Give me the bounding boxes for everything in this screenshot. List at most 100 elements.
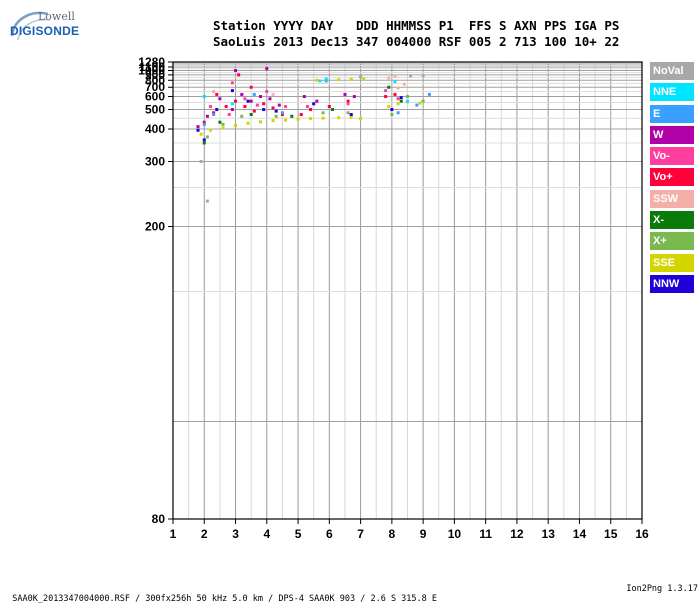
y-tick-label: 900 <box>145 68 165 82</box>
x-tick-label: 13 <box>542 527 556 541</box>
data-point <box>299 113 303 117</box>
series-x- <box>205 95 425 139</box>
data-point <box>234 69 238 73</box>
series-vo- <box>209 81 400 117</box>
data-point <box>202 138 206 142</box>
x-tick-label: 2 <box>201 527 208 541</box>
data-point <box>209 128 213 132</box>
data-point <box>205 135 209 139</box>
y-tick-label: 200 <box>145 220 165 234</box>
data-point <box>212 90 216 94</box>
data-point <box>280 113 284 117</box>
legend-item-noval: NoVal <box>650 62 694 80</box>
data-point <box>346 102 350 106</box>
data-point <box>406 99 409 103</box>
data-point <box>409 74 413 78</box>
y-tick-label: 500 <box>145 103 165 117</box>
data-point <box>415 103 419 107</box>
footer-version: Ion2Png 1.3.17 <box>626 584 698 594</box>
data-point <box>337 78 341 82</box>
data-point <box>221 122 225 126</box>
data-point <box>243 105 247 109</box>
legend-item-w: W <box>650 125 694 144</box>
data-point <box>202 95 206 99</box>
data-point <box>384 89 388 93</box>
y-tick-label: 1000 <box>138 64 165 78</box>
data-point <box>343 92 347 96</box>
data-point <box>402 82 406 86</box>
legend-item-vo-: Vo+ <box>650 168 694 187</box>
data-point <box>421 99 425 103</box>
series-nnw <box>196 89 403 142</box>
data-point <box>255 103 259 107</box>
legend-item-sse: SSE <box>650 253 694 272</box>
data-point <box>399 96 403 100</box>
ionogram-chart: 1 2 3 4 5 6 7 8 9 10 11 12 13 14 15 1680200300400500600… <box>138 55 649 541</box>
series-w <box>196 67 356 129</box>
x-tick-label: 7 <box>357 527 364 541</box>
data-point <box>268 97 272 101</box>
data-point <box>346 99 350 103</box>
x-tick-label: 15 <box>604 527 618 541</box>
data-point <box>390 108 394 112</box>
data-point <box>296 117 300 121</box>
x-tick-label: 4 <box>263 527 270 541</box>
y-tick-label: 80 <box>152 512 166 526</box>
x-tick-label: 16 <box>635 527 649 541</box>
data-point <box>302 95 306 99</box>
y-tick-label: 400 <box>145 122 165 136</box>
data-point <box>324 77 328 81</box>
data-point <box>387 105 391 109</box>
data-point <box>243 97 247 101</box>
data-point <box>274 114 278 118</box>
legend-item-ssw: SSW <box>650 189 694 208</box>
data-point <box>265 90 269 94</box>
data-point <box>384 95 388 99</box>
data-point <box>396 102 400 106</box>
data-point <box>265 67 269 71</box>
data-point <box>280 111 284 115</box>
data-point <box>284 118 288 122</box>
x-tick-label: 1 <box>170 527 177 541</box>
data-point <box>390 113 394 117</box>
data-point <box>252 109 256 113</box>
data-point <box>196 128 200 132</box>
logo-line-2: DIGISONDE <box>10 24 80 38</box>
data-point <box>246 121 250 125</box>
data-point <box>212 113 216 117</box>
series-ssw <box>212 74 406 96</box>
data-point <box>349 113 353 117</box>
data-point <box>349 115 353 119</box>
file-info-footer: SAA0K_2013347004000.RSF / 300fx256h 50 k… <box>2 584 698 614</box>
data-point <box>315 99 319 103</box>
x-tick-label: 11 <box>479 527 492 541</box>
y-tick-label: 1100 <box>139 60 165 74</box>
y-tick-label: 600 <box>145 90 165 104</box>
data-point <box>349 77 353 81</box>
data-point <box>393 74 397 78</box>
data-point <box>227 113 231 117</box>
data-point <box>199 132 203 136</box>
x-tick-label: 12 <box>510 527 524 541</box>
data-point <box>290 114 294 118</box>
data-point <box>259 95 263 99</box>
data-point <box>249 99 253 103</box>
data-point <box>230 81 234 85</box>
y-tick-label: 300 <box>145 155 165 169</box>
y-tick-label: 800 <box>145 73 165 87</box>
y-tick-label: 700 <box>145 80 165 94</box>
series-x- <box>202 85 403 145</box>
series-vo- <box>202 73 397 124</box>
data-point <box>324 79 328 83</box>
plot-frame <box>172 61 643 520</box>
data-point <box>352 95 356 99</box>
data-point <box>309 108 313 112</box>
data-point <box>393 92 397 96</box>
x-tick-label: 10 <box>448 527 462 541</box>
data-point <box>240 114 244 118</box>
data-point <box>321 111 325 115</box>
data-point <box>215 108 219 112</box>
data-point <box>284 105 288 109</box>
data-point <box>399 99 403 103</box>
data-point <box>396 111 400 115</box>
